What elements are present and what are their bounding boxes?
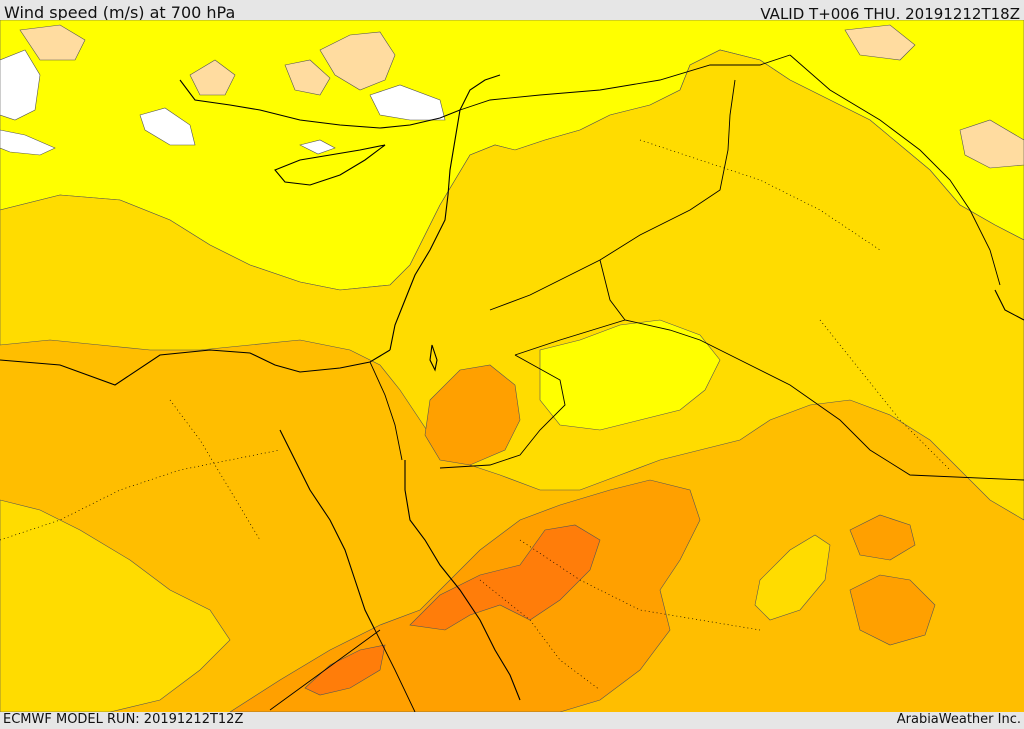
band-peach-5 [844, 24, 916, 61]
footer-bar: ECMWF MODEL RUN: 20191212T12Z ArabiaWeat… [0, 712, 1024, 729]
admin-boundaries [0, 139, 951, 691]
band-peach-2 [284, 59, 331, 96]
coast-dead-sea [429, 344, 438, 372]
coast-persian-gulf [994, 289, 1024, 321]
coast-egypt-north [0, 349, 391, 386]
map-canvas [0, 20, 1024, 712]
admin-line-2 [519, 539, 761, 631]
border-turkey-syria [459, 54, 791, 111]
border-egypt-israel [369, 361, 403, 461]
header-bar: Wind speed (m/s) at 700 hPa VALID T+006 … [0, 0, 1024, 23]
admin-line-6 [169, 399, 261, 541]
band-white-4 [0, 129, 56, 156]
coast-levant [389, 109, 461, 351]
band-orange-jordan [424, 364, 521, 466]
band-mid-north [0, 49, 1024, 521]
admin-line-4 [819, 319, 951, 471]
admin-line-1 [0, 449, 281, 541]
valid-time: VALID T+006 THU. 20191212T18Z [760, 5, 1020, 23]
coast-turkey [179, 74, 501, 129]
border-jordan-saudi [439, 319, 626, 469]
band-peach-3 [189, 59, 236, 96]
band-white-1 [139, 107, 196, 146]
country-borders [269, 54, 1024, 712]
border-jordan-iraq [599, 259, 1024, 481]
band-white-5 [299, 139, 336, 155]
band-saudi-yellow [754, 534, 831, 621]
band-peach-4 [19, 24, 86, 61]
credit: ArabiaWeather Inc. [896, 712, 1021, 727]
band-peach-6 [959, 119, 1024, 169]
band-peach-1 [319, 31, 396, 91]
border-syria-iraq [489, 79, 736, 311]
border-egypt-sudan [269, 629, 416, 712]
band-white-3 [0, 49, 41, 121]
band-white-2 [369, 84, 446, 121]
coast-redsea-west [279, 429, 376, 631]
band-syria-yellow [539, 319, 721, 431]
coastlines [0, 74, 1024, 701]
coast-cyprus [274, 144, 386, 186]
band-orange-east2 [849, 514, 916, 561]
map-title: Wind speed (m/s) at 700 hPa [4, 3, 236, 22]
coast-redsea-east [404, 460, 521, 701]
border-iraq-iran [789, 54, 1001, 286]
band-west-mid [0, 499, 231, 712]
model-run: ECMWF MODEL RUN: 20191212T12Z [3, 712, 244, 727]
admin-line-5 [479, 579, 601, 691]
band-orange-east [849, 574, 936, 646]
wind-speed-map [0, 20, 1024, 712]
